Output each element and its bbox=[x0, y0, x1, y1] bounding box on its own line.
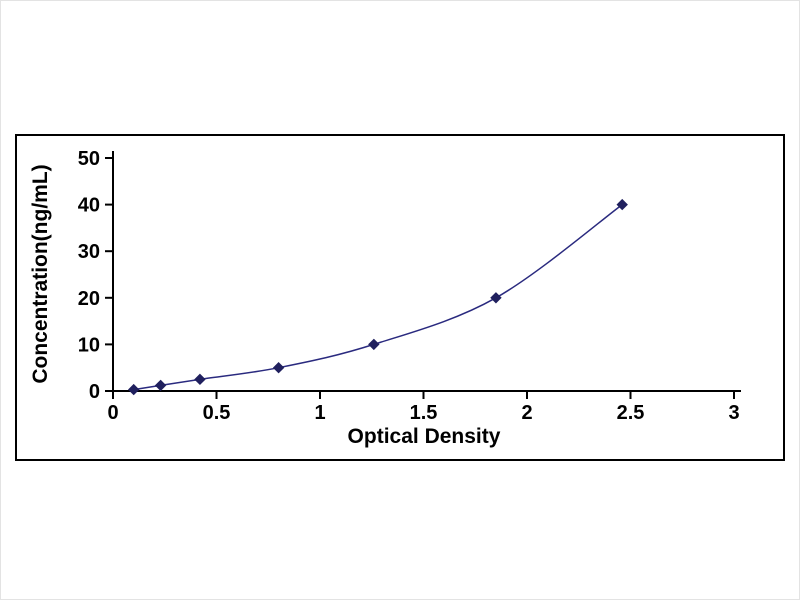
x-tick-label: 0 bbox=[107, 402, 118, 424]
y-tick-label: 10 bbox=[78, 334, 100, 356]
x-tick-label: 3 bbox=[728, 402, 739, 424]
data-point-diamond bbox=[490, 292, 502, 304]
data-point-diamond bbox=[127, 383, 140, 396]
data-point-diamond bbox=[368, 338, 380, 351]
y-tick-label: 20 bbox=[78, 288, 100, 310]
x-tick-label: 1.5 bbox=[410, 402, 438, 424]
y-tick-label: 50 bbox=[78, 148, 100, 170]
y-tick-label: 0 bbox=[89, 381, 100, 403]
x-axis-label: Optical Density bbox=[347, 425, 501, 448]
y-tick-label: 30 bbox=[78, 241, 100, 263]
y-axis-label: Concentration(ng/mL) bbox=[29, 164, 52, 384]
x-tick-label: 2.5 bbox=[617, 402, 645, 424]
x-tick-label: 2 bbox=[521, 402, 532, 424]
x-tick-label: 1 bbox=[314, 402, 325, 424]
data-point-diamond bbox=[616, 198, 628, 211]
plot-border bbox=[15, 134, 785, 461]
x-tick-label: 0.5 bbox=[203, 402, 231, 424]
data-point-diamond bbox=[154, 379, 167, 392]
data-point-diamond bbox=[272, 361, 285, 374]
standard-curve-line bbox=[133, 203, 623, 391]
y-tick-label: 40 bbox=[78, 195, 100, 217]
data-point-diamond bbox=[194, 373, 206, 386]
